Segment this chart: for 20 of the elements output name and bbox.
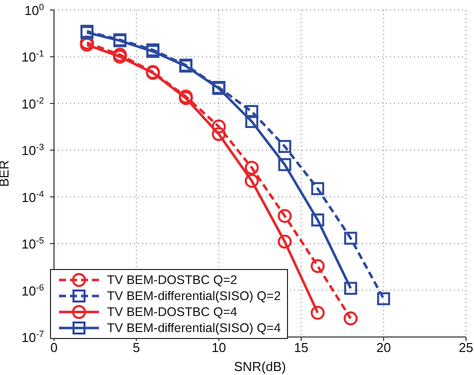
- y-tick-label: 10$^{-2}$: [22, 95, 44, 112]
- x-tick-label: 5: [132, 340, 140, 356]
- y-tick-label: 10$^{-6}$: [22, 282, 44, 298]
- y-tick-label: 10$^{-1}$: [22, 48, 44, 65]
- y-tick-label: 10$^{-7}$: [22, 329, 44, 345]
- legend-label: TV BEM-DOSTBC Q=2: [107, 273, 238, 287]
- y-tick-label: 10$^{0}$: [24, 2, 44, 18]
- y-tick-label: 10$^{-3}$: [22, 142, 44, 158]
- x-axis-title: SNR(dB): [234, 359, 286, 374]
- x-tick-label: 10: [212, 340, 226, 356]
- x-tick-label: 15: [294, 340, 308, 356]
- legend-label: TV BEM-differential(SISO) Q=2: [107, 289, 281, 303]
- x-tick-label: 25: [458, 340, 474, 356]
- legend-label: TV BEM-DOSTBC Q=4: [107, 305, 238, 319]
- y-axis-title: BER: [0, 160, 12, 187]
- y-tick-label: 10$^{-5}$: [22, 236, 44, 252]
- x-tick-label: 0: [50, 340, 58, 356]
- y-tick-label: 10$^{-4}$: [22, 188, 44, 205]
- x-tick-label: 20: [376, 340, 391, 356]
- legend-label: TV BEM-differential(SISO) Q=4: [107, 321, 281, 335]
